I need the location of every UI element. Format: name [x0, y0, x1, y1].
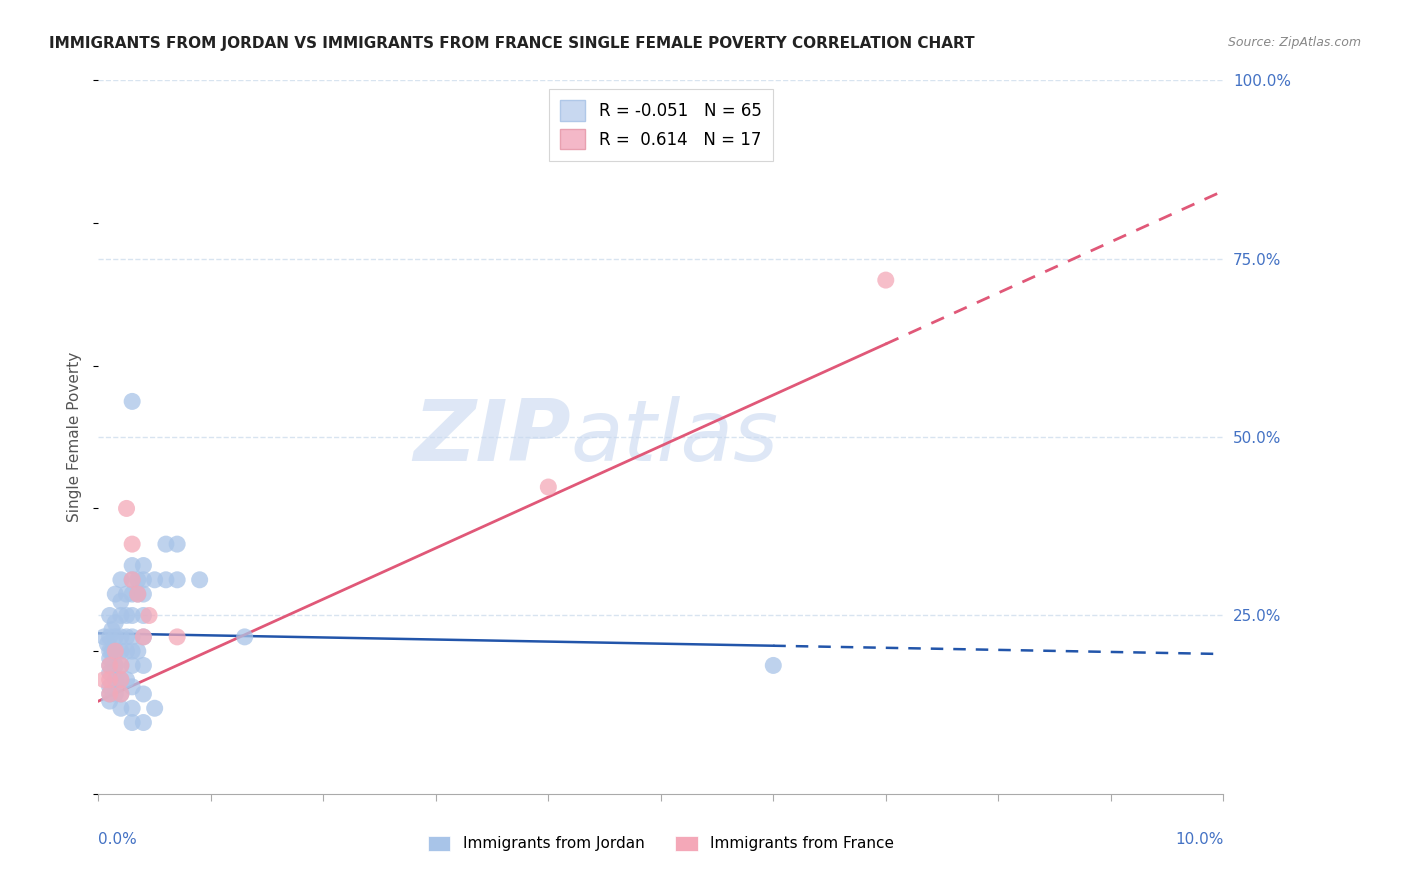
Point: [115, 608, 138, 623]
Point: [762, 658, 785, 673]
Point: [98, 680, 121, 694]
Point: [101, 623, 124, 637]
Point: [166, 573, 188, 587]
Point: [110, 644, 132, 658]
Point: [127, 587, 149, 601]
Point: [110, 687, 132, 701]
Point: [121, 630, 143, 644]
Point: [110, 701, 132, 715]
Point: [121, 558, 143, 573]
Point: [98, 608, 121, 623]
Point: [166, 537, 188, 551]
Point: [110, 608, 132, 623]
Point: [127, 587, 149, 601]
Point: [98, 665, 121, 680]
Point: [98, 651, 121, 665]
Point: [104, 673, 127, 687]
Point: [110, 673, 132, 687]
Point: [166, 630, 188, 644]
Point: [110, 573, 132, 587]
Point: [121, 658, 143, 673]
Point: [93, 630, 115, 644]
Point: [121, 573, 143, 587]
Point: [115, 644, 138, 658]
Point: [143, 701, 166, 715]
Point: [98, 673, 121, 687]
Point: [98, 658, 121, 673]
Point: [115, 587, 138, 601]
Point: [132, 658, 155, 673]
Text: 0.0%: 0.0%: [98, 832, 138, 847]
Point: [138, 608, 160, 623]
Y-axis label: Single Female Poverty: Single Female Poverty: [67, 352, 83, 522]
Text: ZIP: ZIP: [413, 395, 571, 479]
Point: [121, 644, 143, 658]
Point: [110, 673, 132, 687]
Point: [132, 573, 155, 587]
Point: [233, 630, 256, 644]
Point: [110, 630, 132, 644]
Point: [104, 644, 127, 658]
Point: [121, 608, 143, 623]
Point: [110, 594, 132, 608]
Point: [98, 694, 121, 708]
Point: [93, 673, 115, 687]
Point: [115, 501, 138, 516]
Point: [115, 630, 138, 644]
Point: [132, 558, 155, 573]
Point: [101, 644, 124, 658]
Text: atlas: atlas: [571, 395, 779, 479]
Point: [155, 537, 177, 551]
Point: [104, 587, 127, 601]
Point: [110, 687, 132, 701]
Point: [104, 615, 127, 630]
Point: [537, 480, 560, 494]
Point: [104, 644, 127, 658]
Point: [98, 687, 121, 701]
Point: [121, 715, 143, 730]
Point: [110, 658, 132, 673]
Point: [132, 630, 155, 644]
Point: [98, 658, 121, 673]
Point: [98, 687, 121, 701]
Point: [98, 644, 121, 658]
Text: Source: ZipAtlas.com: Source: ZipAtlas.com: [1227, 36, 1361, 49]
Point: [127, 644, 149, 658]
Point: [110, 658, 132, 673]
Point: [121, 680, 143, 694]
Point: [104, 630, 127, 644]
Point: [875, 273, 897, 287]
Point: [127, 573, 149, 587]
Legend: R = -0.051   N = 65, R =  0.614   N = 17: R = -0.051 N = 65, R = 0.614 N = 17: [548, 88, 773, 161]
Point: [132, 715, 155, 730]
Text: IMMIGRANTS FROM JORDAN VS IMMIGRANTS FROM FRANCE SINGLE FEMALE POVERTY CORRELATI: IMMIGRANTS FROM JORDAN VS IMMIGRANTS FRO…: [49, 36, 974, 51]
Point: [121, 587, 143, 601]
Point: [115, 673, 138, 687]
Point: [96, 637, 118, 651]
Point: [121, 537, 143, 551]
Point: [121, 573, 143, 587]
Point: [143, 573, 166, 587]
Text: 10.0%: 10.0%: [1175, 832, 1223, 847]
Point: [132, 630, 155, 644]
Point: [121, 394, 143, 409]
Point: [132, 687, 155, 701]
Point: [104, 687, 127, 701]
Point: [104, 658, 127, 673]
Point: [132, 608, 155, 623]
Point: [155, 573, 177, 587]
Point: [188, 573, 211, 587]
Point: [121, 701, 143, 715]
Point: [98, 630, 121, 644]
Point: [132, 587, 155, 601]
